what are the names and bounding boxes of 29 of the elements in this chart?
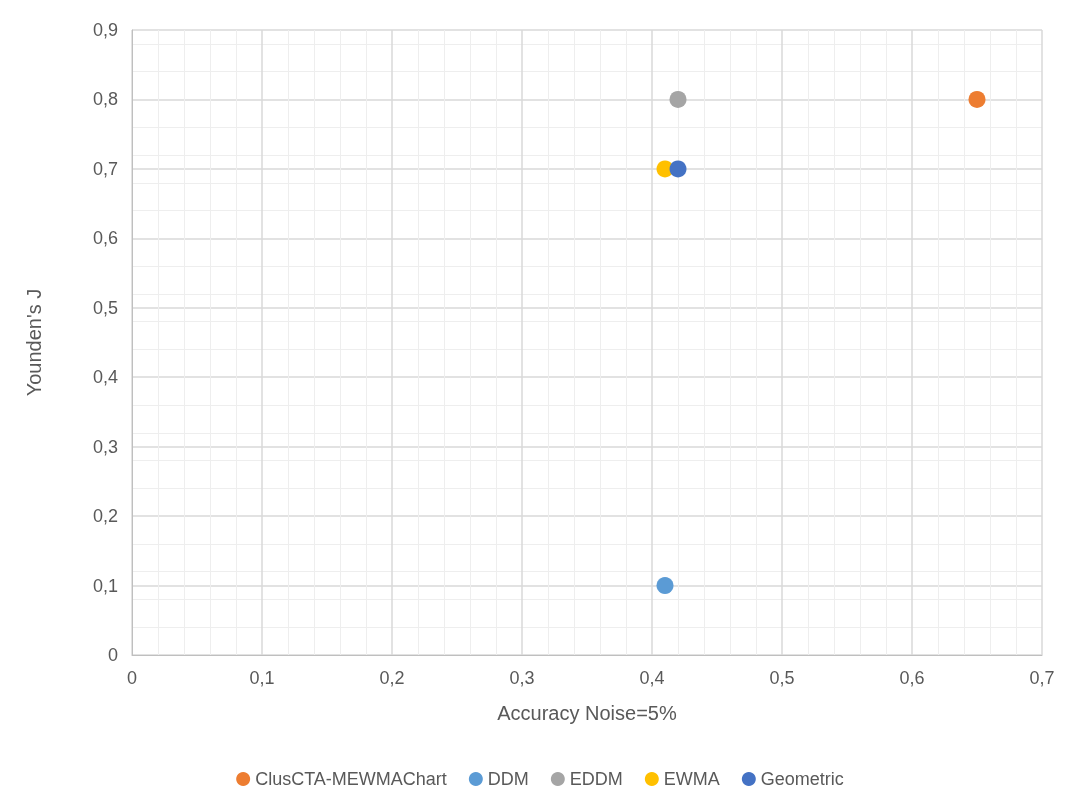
y-tick-label: 0,8 (92, 89, 118, 110)
x-axis-title: Accuracy Noise=5% (497, 702, 677, 724)
point (656, 577, 674, 595)
x-tick-label: 0,5 (769, 668, 795, 688)
y-tick-label: 0,9 (92, 20, 118, 40)
y-tick-label: 0,6 (92, 228, 118, 249)
y-tick-label: 0,3 (92, 436, 118, 457)
legend-label: EDDM (569, 769, 623, 789)
y-tick-label: 0,7 (92, 158, 118, 179)
x-tick-label: 0,4 (639, 668, 665, 688)
x-tick-label: 0,6 (899, 668, 925, 688)
y-tick-label: 0,5 (92, 297, 118, 318)
x-tick-label: 0,7 (1029, 668, 1055, 688)
y-axis-title: Younden's J (23, 288, 45, 397)
x-tick-label: 0,2 (379, 668, 405, 688)
legend-label: DDM (487, 769, 529, 789)
legend-label: EWMA (663, 769, 720, 789)
y-tick-label: 0 (107, 645, 118, 665)
y-tick-label: 0,4 (92, 367, 118, 388)
point (669, 160, 687, 178)
x-tick-label: 0,3 (509, 668, 535, 688)
x-tick-label: 0 (126, 668, 138, 688)
point (669, 90, 687, 108)
point (968, 90, 986, 108)
legend-label: Geometric (760, 769, 844, 789)
x-tick-label: 0,1 (249, 668, 275, 688)
y-tick-label: 0,2 (92, 506, 118, 527)
y-tick-label: 0,1 (92, 575, 118, 596)
legend-label: ClusCTA-MEWMAChart (255, 769, 447, 789)
